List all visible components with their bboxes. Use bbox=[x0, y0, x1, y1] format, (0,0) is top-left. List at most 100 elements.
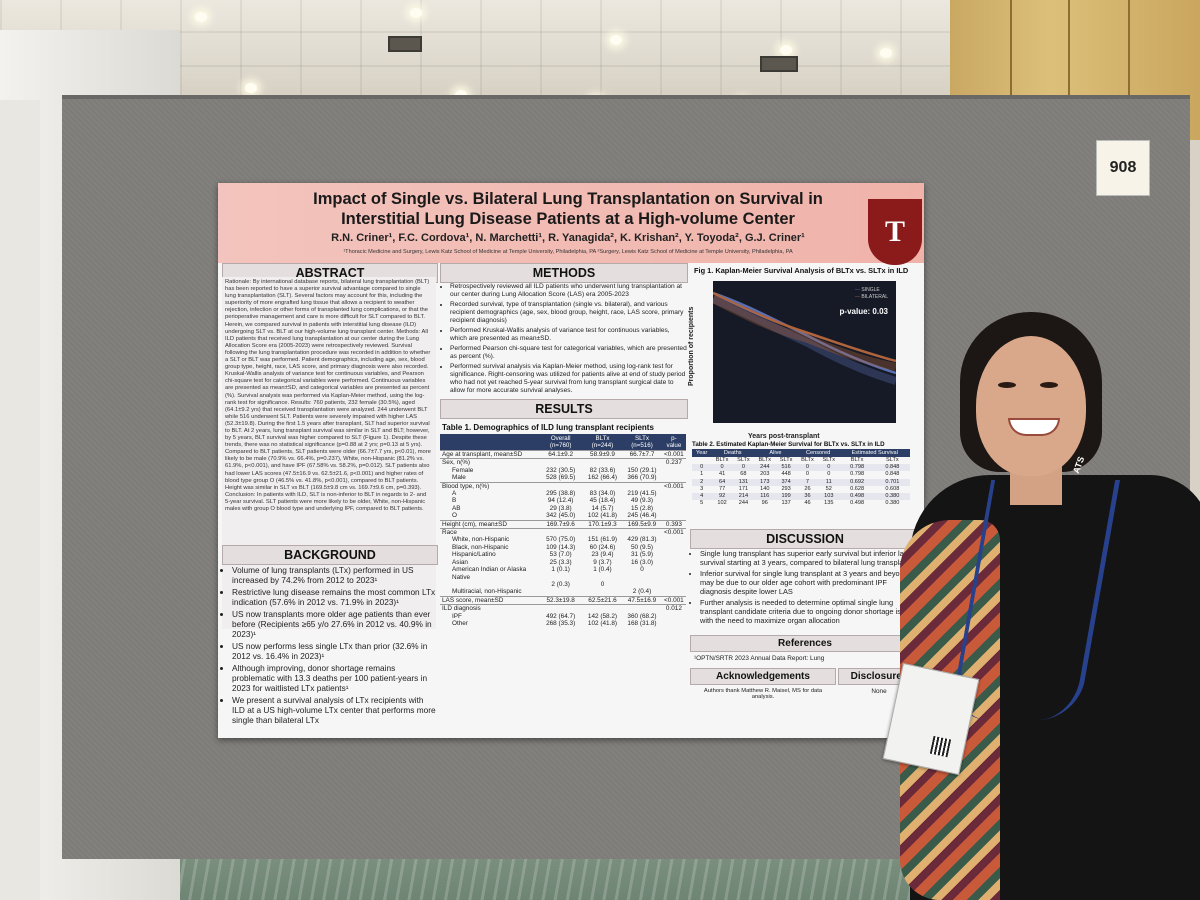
table1-label: Hispanic/Latino bbox=[452, 551, 496, 559]
ceiling-vent bbox=[388, 36, 422, 52]
table1-label: ILD diagnosis bbox=[440, 604, 539, 613]
table1-cell: 16 (3.0) bbox=[630, 558, 654, 566]
table2-cell: 131 bbox=[732, 478, 755, 486]
table1-label: Age at transplant, mean±SD bbox=[440, 449, 539, 459]
table1-cell: 83 (34.0) bbox=[589, 490, 616, 498]
table2-row: 5 102 244 96 137 46 135 0.498 0.380 bbox=[692, 500, 910, 507]
table2-cell: 0.798 bbox=[850, 471, 865, 478]
acknowledgements-text: Authors thank Matthew R. Maisel, MS for … bbox=[703, 688, 823, 700]
table2-row: 4 92 214 116 199 36 103 0.498 0.380 bbox=[692, 493, 910, 501]
table1-row: Female 232 (30.5) 82 (33.6) 150 (29.1) bbox=[440, 467, 686, 474]
table1-cell: 2 (0.4) bbox=[632, 588, 652, 596]
table2-cell: 0 bbox=[732, 464, 755, 472]
table2-cell: 77 bbox=[718, 485, 726, 492]
km-survival-chart: Proportion of recipients — SINGLE — BILA… bbox=[688, 276, 920, 446]
table1-cell: 9 (3.7) bbox=[593, 558, 612, 566]
single-curve bbox=[712, 291, 897, 375]
chart-legend: — SINGLE — BILATERAL bbox=[855, 287, 888, 300]
table1-cell bbox=[539, 588, 583, 596]
table2-cell: 374 bbox=[775, 478, 797, 486]
table1-label: Height (cm), mean±SD bbox=[440, 519, 539, 529]
ceiling-light bbox=[610, 35, 622, 45]
table1-row: Age at transplant, mean±SD 64.1±9.2 58.9±9… bbox=[440, 449, 686, 459]
table2-cell: 173 bbox=[754, 478, 776, 486]
table1-cell bbox=[582, 528, 623, 537]
table1-cell: 168 (31.8) bbox=[627, 619, 657, 627]
wall-seam bbox=[1010, 0, 1012, 140]
table1-cell: 366 (70.9) bbox=[627, 474, 657, 482]
discussion-item: Single lung transplant has superior earl… bbox=[700, 549, 920, 567]
table1-cell bbox=[662, 551, 686, 558]
table1-cell: 245 (46.4) bbox=[627, 512, 657, 520]
chart-plot-area: — SINGLE — BILATERAL p-value: 0.03 bbox=[711, 281, 898, 423]
table1-label: Black, non-Hispanic bbox=[452, 543, 509, 551]
table1-cell: 60 (24.6) bbox=[589, 543, 616, 551]
table1-cell bbox=[622, 458, 662, 467]
table1-label: Other bbox=[452, 619, 468, 627]
table1-row: ILD diagnosis 0.012 bbox=[440, 604, 686, 613]
discussion-list: Single lung transplant has superior earl… bbox=[690, 549, 920, 625]
table1-cell: 45 (18.4) bbox=[589, 497, 616, 505]
table1-cell: 94 (12.4) bbox=[547, 497, 574, 505]
table2-cell: 4 bbox=[692, 493, 712, 501]
table1-cell: 492 (64.7) bbox=[546, 612, 576, 620]
table1-cell: 142 (58.2) bbox=[587, 612, 618, 620]
table1-row: Race <0.001 bbox=[440, 528, 686, 537]
middle-column: METHODS Retrospectively reviewed all ILD… bbox=[440, 263, 688, 627]
table2-group-header: Censored bbox=[796, 449, 840, 457]
background-item: Volume of lung transplants (LTx) perform… bbox=[232, 565, 438, 585]
table1-cell: 62.5±21.6 bbox=[582, 595, 623, 605]
table2-cell: 140 bbox=[760, 485, 770, 492]
background-section: BACKGROUND Volume of lung transplants (L… bbox=[222, 545, 438, 727]
poster-title: Impact of Single vs. Bilateral Lung Tran… bbox=[268, 189, 868, 229]
table2-cell: 244 bbox=[738, 500, 749, 507]
table1-cell: 102 (41.8) bbox=[587, 512, 618, 520]
table2-cell: 7 bbox=[796, 478, 819, 486]
table1-cell bbox=[662, 620, 686, 627]
table1-cell: 232 (30.5) bbox=[546, 466, 576, 474]
background-item: US now performs less single LTx than pri… bbox=[232, 641, 438, 661]
table1-row: Height (cm), mean±SD 169.7±9.6 170.1±9.3 16… bbox=[440, 519, 686, 529]
table1-row: B 94 (12.4) 45 (18.4) 49 (9.3) bbox=[440, 497, 686, 504]
table1-label: Asian bbox=[452, 558, 468, 566]
table1-cell bbox=[582, 458, 623, 467]
table1-cell: 570 (75.0) bbox=[546, 536, 576, 544]
ceiling-light bbox=[880, 48, 892, 58]
table1-cell: 102 (41.8) bbox=[587, 619, 618, 627]
table1-cell bbox=[582, 481, 623, 491]
table2-section: Table 2. Estimated Kaplan-Meier Survival… bbox=[692, 441, 920, 507]
background-list: Volume of lung transplants (LTx) perform… bbox=[222, 565, 438, 725]
table2-sub-header: BLTx bbox=[850, 457, 864, 463]
table1-cell: 360 (68.2) bbox=[627, 612, 657, 620]
table2-sub-header bbox=[692, 457, 711, 464]
table2-cell: 0 bbox=[827, 471, 831, 478]
table1-label: IPF bbox=[452, 612, 462, 620]
table1-cell: 0 bbox=[640, 566, 644, 574]
table1-cell bbox=[622, 581, 662, 588]
table2-cell: 46 bbox=[804, 500, 811, 507]
table1-header: SLTx (n=516) bbox=[622, 434, 662, 451]
table1-cell: 109 (14.3) bbox=[546, 543, 576, 551]
methods-item: Performed survival analysis via Kaplan-M… bbox=[450, 363, 688, 395]
wall-seam bbox=[1128, 0, 1130, 140]
table2-sub-header: SLTx bbox=[886, 457, 899, 463]
acknowledgements-section: Acknowledgements Authors thank Matthew R… bbox=[690, 668, 836, 703]
table2-cell: 102 bbox=[717, 500, 727, 507]
table2-cell: 0.380 bbox=[885, 500, 900, 507]
background-item: Although improving, donor shortage remai… bbox=[232, 663, 438, 693]
right-column: Fig 1. Kaplan-Meier Survival Analysis of… bbox=[690, 263, 920, 275]
table1-cell bbox=[622, 528, 662, 537]
discussion-item: Inferior survival for single lung transp… bbox=[700, 569, 920, 596]
table2-cell: 116 bbox=[754, 493, 776, 501]
poster-header: Impact of Single vs. Bilateral Lung Tran… bbox=[218, 183, 924, 263]
table2-cell: 171 bbox=[738, 485, 749, 492]
ceiling-light bbox=[245, 83, 257, 93]
table1-cell bbox=[582, 604, 623, 613]
table1-cell bbox=[662, 544, 686, 551]
table1-row: LAS score, mean±SD 52.3±19.8 62.5±21.6 47.5… bbox=[440, 595, 686, 605]
table2-cell: 516 bbox=[775, 464, 797, 472]
table1-cell bbox=[662, 613, 686, 620]
table1-cell: 23 (9.4) bbox=[591, 551, 614, 559]
background-item: We present a survival analysis of LTx re… bbox=[232, 695, 438, 725]
table2-cell: 0.692 bbox=[839, 478, 875, 486]
